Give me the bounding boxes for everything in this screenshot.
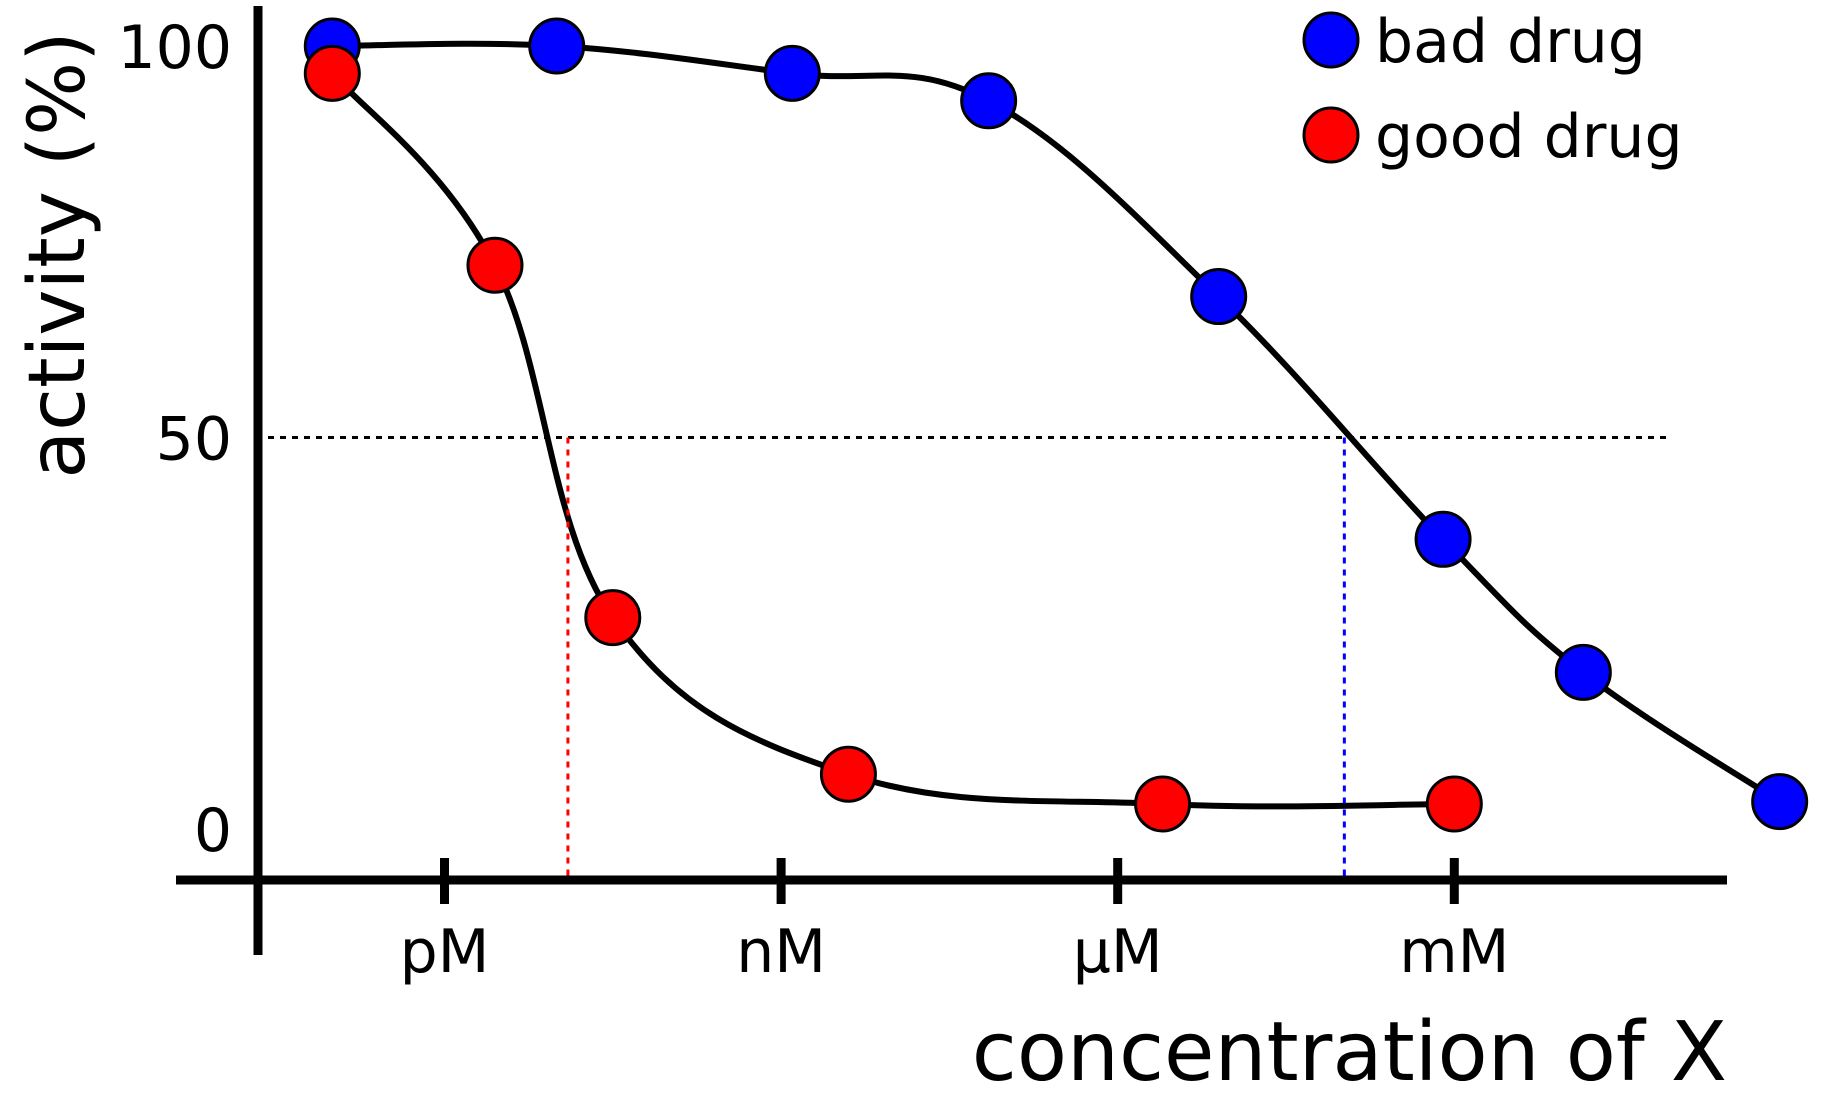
point-bad-drug-2 [763,44,821,102]
legend: bad drug good drug [1302,7,1683,172]
x-tick-label-0: pM [400,917,490,987]
point-bad-drug-6 [1554,643,1612,701]
data-points [303,17,1809,833]
axes [176,6,1727,955]
point-bad-drug-7 [1751,773,1809,831]
x-axis-title: concentration of X [972,1005,1727,1100]
point-good-drug-0 [303,44,361,102]
x-tick-label-3: mM [1399,917,1509,987]
y-axis-title: activity (%) [13,31,103,478]
legend-swatch-bad-drug [1302,11,1360,69]
point-good-drug-1 [466,236,524,294]
curve-good-drug [330,71,1455,810]
y-tick-label-2: 100 [117,13,232,83]
x-tick-label-1: nM [736,917,826,987]
x-tick-label-2: µM [1073,917,1163,987]
point-good-drug-5 [1425,775,1483,833]
y-tick-label-0: 0 [194,796,232,866]
point-bad-drug-5 [1414,510,1472,568]
point-bad-drug-1 [528,17,586,75]
reference-lines [268,436,1670,880]
legend-swatch-good-drug [1302,106,1360,164]
point-good-drug-2 [584,589,642,647]
legend-label-bad-drug: bad drug [1375,7,1646,77]
curve-bad-drug [332,40,1782,805]
point-bad-drug-3 [960,72,1018,130]
point-good-drug-4 [1134,775,1192,833]
y-tick-label-1: 50 [156,405,232,475]
point-good-drug-3 [819,745,877,803]
legend-label-good-drug: good drug [1375,102,1683,172]
axis-ticks: pM nM µM mM 0 50 100 [117,13,1509,987]
point-bad-drug-4 [1190,268,1248,326]
